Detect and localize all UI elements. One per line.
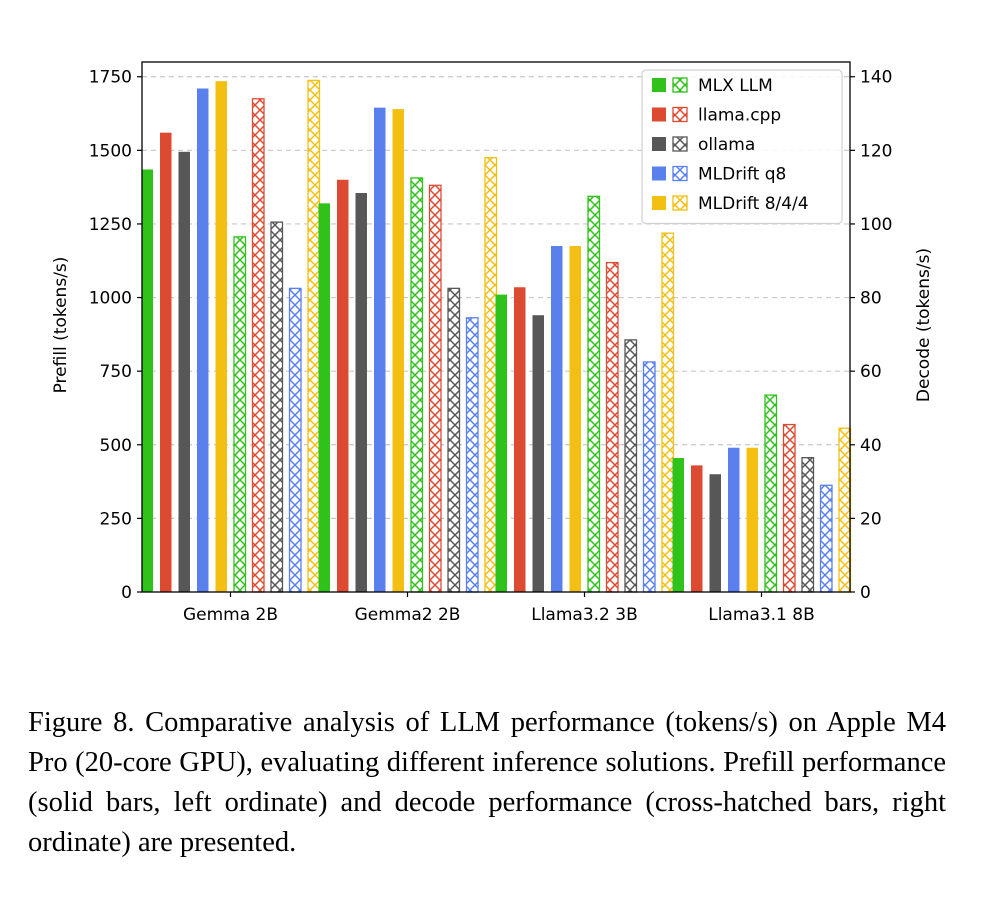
decode-bar bbox=[661, 232, 675, 593]
decode-bar bbox=[819, 484, 833, 593]
prefill-bar bbox=[551, 246, 563, 592]
x-tick-label: Gemma 2B bbox=[183, 605, 278, 625]
prefill-bar bbox=[495, 294, 507, 592]
prefill-bar bbox=[178, 151, 190, 593]
x-tick-label: Llama3.2 3B bbox=[531, 605, 638, 625]
y-right-tick-label: 80 bbox=[860, 289, 882, 309]
decode-bar bbox=[782, 423, 796, 593]
decode-bar bbox=[587, 195, 601, 593]
y-right-tick-label: 120 bbox=[860, 141, 892, 161]
legend-swatch-hatched bbox=[672, 136, 688, 152]
decode-bar bbox=[838, 427, 852, 593]
legend-label: llama.cpp bbox=[698, 106, 781, 126]
x-tick-label: Gemma2 2B bbox=[355, 605, 461, 625]
y-right-tick-label: 60 bbox=[860, 362, 882, 382]
prefill-bar bbox=[141, 169, 153, 592]
legend-swatch-solid bbox=[652, 166, 666, 181]
y-right-tick-label: 140 bbox=[860, 68, 892, 88]
prefill-bar bbox=[337, 179, 349, 592]
decode-bar bbox=[801, 457, 815, 593]
legend-entry[interactable]: MLX LLM bbox=[652, 76, 773, 96]
y-left-tick-label: 500 bbox=[100, 436, 132, 456]
prefill-bar bbox=[160, 132, 172, 592]
decode-bar bbox=[764, 394, 778, 593]
prefill-bar bbox=[514, 287, 526, 592]
plot-frame bbox=[141, 61, 851, 593]
decode-bar bbox=[288, 287, 302, 593]
y-left-tick-label: 250 bbox=[100, 509, 132, 529]
figure-caption: Figure 8. Comparative analysis of LLM pe… bbox=[28, 707, 946, 858]
decode-bar bbox=[447, 287, 461, 593]
decode-bar bbox=[251, 98, 265, 593]
y-axis-right-title: Decode (tokens/s) bbox=[914, 248, 934, 402]
prefill-bar bbox=[746, 447, 758, 592]
decode-bar bbox=[307, 79, 321, 593]
legend-label: MLX LLM bbox=[698, 76, 773, 96]
y-left-tick-label: 1750 bbox=[89, 68, 132, 88]
decode-bar bbox=[270, 221, 284, 593]
legend-box bbox=[641, 69, 843, 225]
decode-bar bbox=[605, 261, 619, 593]
decode-bar bbox=[428, 184, 442, 593]
y-axis-left-title: Prefill (tokens/s) bbox=[51, 257, 71, 394]
prefill-bar bbox=[569, 246, 581, 592]
legend-entry[interactable]: MLDrift 8/4/4 bbox=[652, 194, 809, 214]
legend-label: ollama bbox=[698, 135, 755, 155]
y-right-tick-label: 40 bbox=[860, 436, 882, 456]
prefill-bar bbox=[374, 107, 386, 592]
axes: Gemma 2B Gemma2 2B Llama3.2 3B Llama3.1 8B 0… bbox=[89, 61, 892, 625]
decode-bar bbox=[410, 177, 424, 593]
prefill-bar bbox=[318, 203, 330, 593]
y-left-tick-label: 750 bbox=[100, 362, 132, 382]
prefill-bar bbox=[355, 193, 367, 592]
y-left-tick-label: 1500 bbox=[89, 141, 132, 161]
legend-entry[interactable]: ollama bbox=[652, 135, 755, 155]
prefill-bar bbox=[672, 458, 684, 592]
prefill-bar bbox=[709, 474, 721, 592]
legend[interactable]: MLX LLM llama.cpp ollama MLDrift q8 MLDrift … bbox=[641, 69, 843, 225]
legend-label: MLDrift q8 bbox=[698, 165, 786, 185]
decode-bar bbox=[624, 339, 638, 593]
legend-swatch-solid bbox=[652, 196, 666, 210]
decode-bar bbox=[233, 236, 247, 593]
prefill-bar bbox=[392, 109, 404, 592]
y-left-tick-label: 1250 bbox=[89, 215, 132, 235]
prefill-bar bbox=[691, 465, 703, 592]
decode-bar bbox=[465, 317, 479, 593]
decode-bar bbox=[642, 361, 656, 593]
legend-swatch-hatched bbox=[672, 165, 688, 182]
prefill-bar bbox=[197, 88, 209, 592]
legend-entry[interactable]: llama.cpp bbox=[652, 106, 781, 126]
x-tick-label: Llama3.1 8B bbox=[708, 605, 815, 625]
y-right-tick-label: 100 bbox=[860, 215, 892, 235]
prefill-bar bbox=[532, 315, 544, 592]
decode-bar bbox=[484, 157, 498, 593]
legend-label: MLDrift 8/4/4 bbox=[698, 194, 809, 214]
legend-swatch-hatched bbox=[672, 106, 688, 123]
y-left-tick-label: 0 bbox=[121, 583, 132, 603]
legend-swatch-solid bbox=[652, 78, 666, 92]
prefill-bar bbox=[728, 447, 740, 592]
legend-swatch-solid bbox=[652, 137, 666, 151]
y-right-tick-label: 0 bbox=[860, 583, 871, 603]
y-left-tick-label: 1000 bbox=[89, 289, 132, 309]
legend-swatch-solid bbox=[652, 107, 666, 122]
y-right-tick-label: 20 bbox=[860, 509, 882, 529]
prefill-bar bbox=[215, 81, 227, 592]
legend-swatch-hatched bbox=[672, 77, 688, 93]
bar-chart: Gemma 2B Gemma2 2B Llama3.2 3B Llama3.1 8B 0… bbox=[51, 61, 934, 625]
legend-entry[interactable]: MLDrift q8 bbox=[652, 165, 786, 185]
legend-swatch-hatched bbox=[672, 195, 688, 211]
